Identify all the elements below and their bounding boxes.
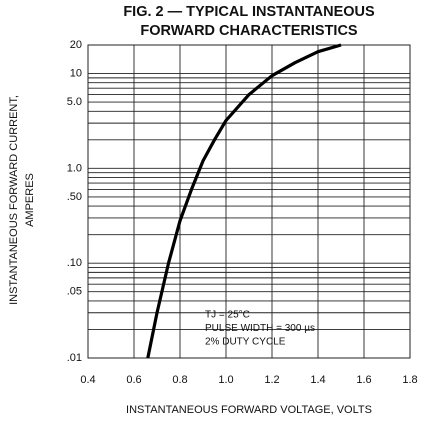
y-tick-label: 20	[70, 39, 82, 51]
y-tick-label: .01	[67, 352, 82, 364]
x-axis-label: INSTANTANEOUS FORWARD VOLTAGE, VOLTS	[126, 404, 372, 416]
y-tick-label: .10	[67, 257, 82, 269]
x-tick-label: 0.6	[126, 374, 141, 386]
y-tick-label: .50	[67, 191, 82, 203]
x-tick-label: 0.4	[80, 374, 95, 386]
x-tick-label: 1.6	[356, 374, 371, 386]
x-tick-label: 1.4	[310, 374, 325, 386]
y-tick-label: 1.0	[67, 162, 82, 174]
x-tick-label: 1.8	[402, 374, 417, 386]
x-tick-label: 1.2	[264, 374, 279, 386]
annotation: 2% DUTY CYCLE	[205, 337, 286, 348]
y-tick-label: 10	[70, 67, 82, 79]
x-tick-label: 1.0	[218, 374, 233, 386]
chart-title: FIG. 2 — TYPICAL INSTANTANEOUS	[123, 4, 375, 20]
x-tick-label: 0.8	[172, 374, 187, 386]
data-line	[146, 43, 342, 359]
y-tick-label: 5.0	[67, 96, 82, 108]
y-axis-label: INSTANTANEOUS FORWARD CURRENT,	[8, 95, 20, 305]
chart-title: FORWARD CHARACTERISTICS	[140, 23, 358, 39]
annotation: PULSE WIDTH = 300 µs	[205, 323, 315, 334]
y-axis-label: AMPERES	[24, 173, 36, 227]
y-tick-label: .05	[67, 286, 82, 298]
annotation: TJ = 25°C	[205, 310, 250, 321]
